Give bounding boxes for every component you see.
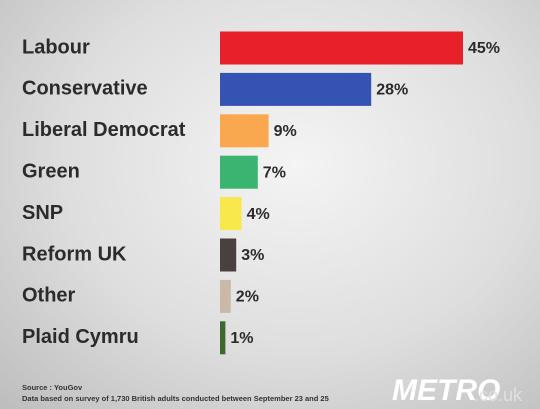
bar [220,238,237,272]
bar [220,321,226,355]
category-label: Conservative [22,78,148,100]
note: Data based on survey of 1,730 British ad… [22,394,329,403]
bar [220,279,231,313]
value-label: 7% [263,164,286,181]
value-label: 28% [376,82,408,99]
value-label: 45% [468,40,500,57]
value-label: 3% [241,247,264,264]
bar [220,31,463,65]
value-label: 2% [236,289,259,306]
logo-suffix: .co.uk [474,385,523,405]
bar [220,155,258,189]
category-label: Reform UK [22,243,127,265]
category-label: Plaid Cymru [22,326,139,348]
category-label: Other [22,285,76,307]
category-label: SNP [22,202,63,224]
category-label: Labour [22,36,90,58]
category-label: Green [22,160,80,182]
bar [220,114,269,148]
source: Source : YouGov [22,383,83,392]
category-label: Liberal Democrat [22,119,186,141]
value-label: 1% [230,330,253,347]
logo-brand: METRO [392,374,500,407]
value-label: 9% [274,123,297,140]
bar [220,197,242,231]
bar [220,72,372,106]
value-label: 4% [247,206,270,223]
